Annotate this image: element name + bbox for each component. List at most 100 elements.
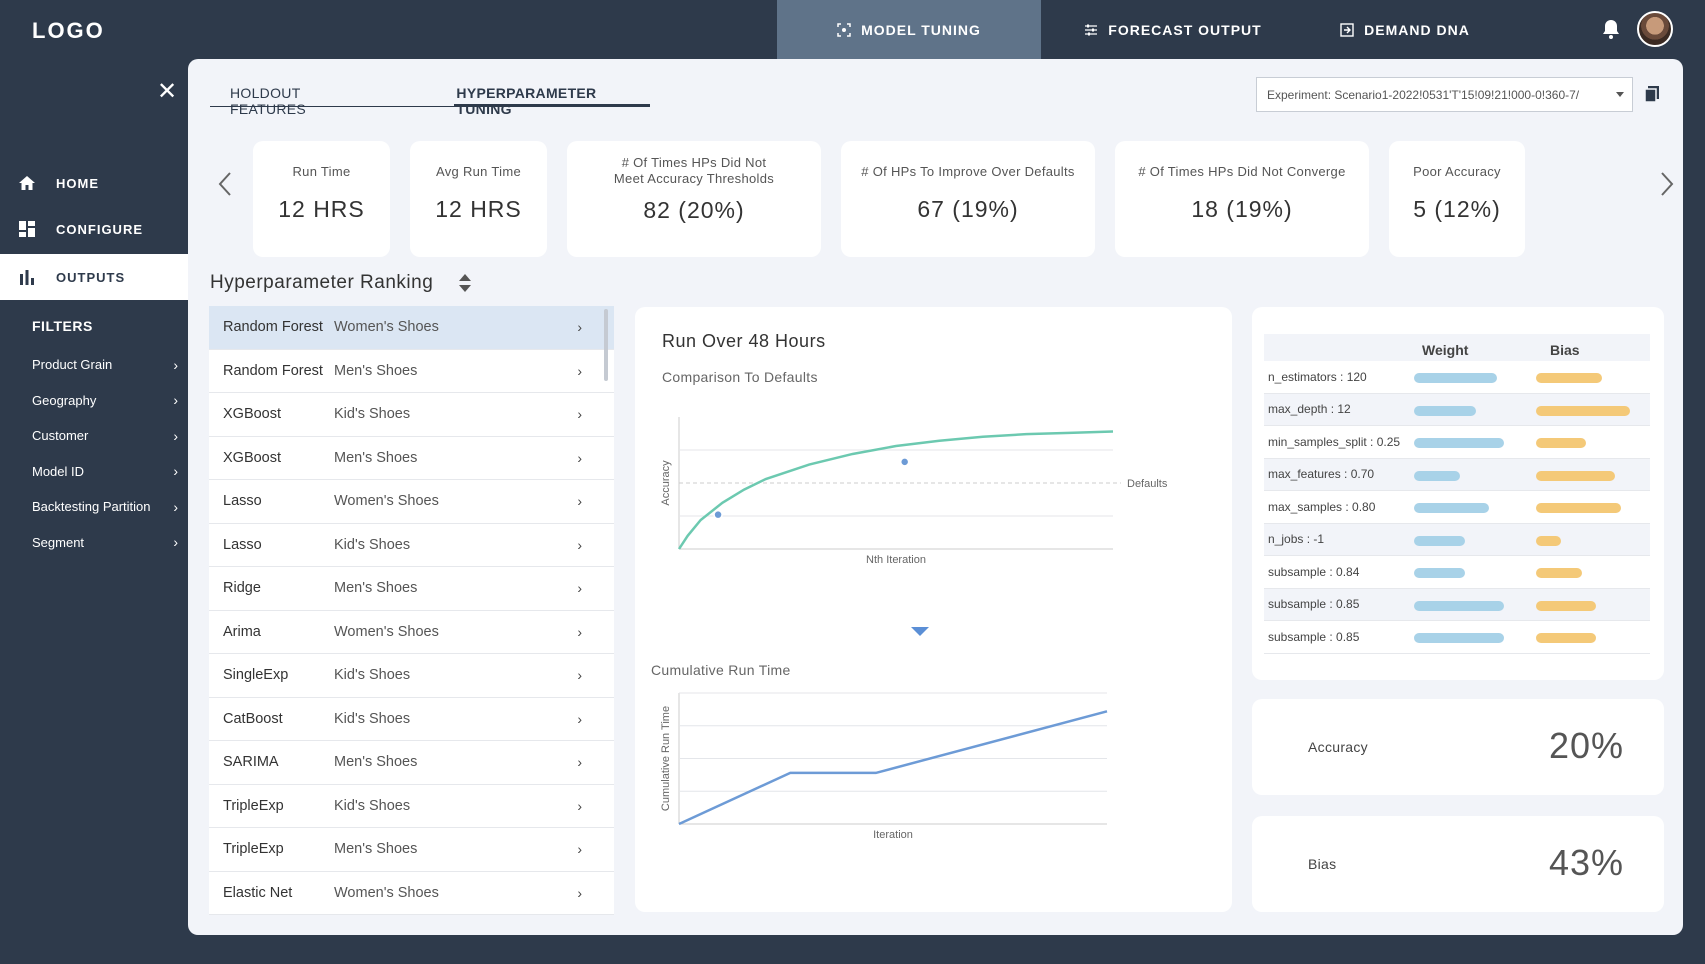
triangle-down-icon[interactable] [911, 627, 929, 636]
filters-list: Product Grain › Geography › Customer › Mode… [32, 347, 178, 560]
param-label: min_samples_split : 0.25 [1268, 434, 1401, 449]
chevron-right-icon[interactable] [1660, 171, 1674, 197]
filter-segment[interactable]: Segment › [32, 534, 178, 551]
chevron-right-icon: › [577, 580, 582, 597]
weight-bar [1414, 503, 1489, 513]
chevron-right-icon: › [577, 362, 582, 379]
accuracy-chart: Defaults Nth Iteration Accuracy [660, 417, 1168, 566]
table-row: n_estimators : 120 [1264, 361, 1650, 394]
filter-customer[interactable]: Customer › [32, 427, 178, 444]
segment-name: Kid's Shoes [334, 667, 411, 684]
param-label: n_estimators : 120 [1268, 369, 1367, 384]
avatar[interactable] [1637, 11, 1673, 47]
chevron-right-icon: › [577, 406, 582, 423]
bias-bar [1536, 600, 1596, 611]
chevron-right-icon: › [173, 356, 178, 373]
chevron-right-icon: › [577, 667, 582, 684]
chevron-right-icon: › [577, 536, 582, 553]
model-name: Random Forest [223, 362, 323, 379]
chevron-right-icon: › [577, 319, 582, 336]
model-name: Lasso [223, 493, 262, 510]
table-row: subsample : 0.84 [1264, 556, 1650, 589]
table-row[interactable]: SARIMA Men's Shoes › [209, 741, 614, 785]
chevron-left-icon[interactable] [218, 171, 232, 197]
x-axis-label: Iteration [873, 829, 913, 841]
sliders-icon [1085, 24, 1098, 35]
sidebar-item-configure[interactable]: CONFIGURE [0, 206, 188, 252]
table-row[interactable]: Lasso Women's Shoes › [209, 480, 614, 524]
chevron-right-icon: › [577, 493, 582, 510]
table-row[interactable]: XGBoost Men's Shoes › [209, 436, 614, 480]
bell-icon[interactable] [1600, 18, 1622, 40]
table-row[interactable]: CatBoost Kid's Shoes › [209, 697, 614, 741]
bias-header: Bias [1550, 342, 1580, 358]
filter-model-id[interactable]: Model ID › [32, 463, 178, 480]
kpi-run-time: Run Time 12 HRS [253, 141, 390, 257]
sidebar-item-label: CONFIGURE [56, 221, 143, 237]
metric-label: Accuracy [1308, 739, 1368, 755]
kpi-poor-accuracy: Poor Accuracy 5 (12%) [1389, 141, 1525, 257]
table-row[interactable]: SingleExp Kid's Shoes › [209, 654, 614, 698]
table-row[interactable]: Arima Women's Shoes › [209, 610, 614, 654]
logo: LOGO [32, 18, 105, 43]
exit-icon [1340, 22, 1354, 37]
tab-demand-dna[interactable]: DEMAND DNA [1305, 0, 1505, 59]
metric-value: 20% [1548, 725, 1624, 766]
chevron-right-icon: › [577, 884, 582, 901]
model-name: XGBoost [223, 406, 282, 423]
filter-geography[interactable]: Geography › [32, 392, 178, 409]
sidebar-item-label: OUTPUTS [56, 269, 126, 285]
weight-bar [1414, 405, 1476, 416]
kpi-label: Poor Accuracy [1413, 164, 1501, 179]
kpi-value: 67 (19%) [917, 196, 1019, 222]
sidebar-item-outputs[interactable]: OUTPUTS [0, 254, 188, 300]
model-name: TripleExp [223, 841, 284, 858]
tab-model-tuning[interactable]: MODEL TUNING [777, 0, 1041, 59]
kpi-label: # Of Times HPs Did Not Meet Accuracy Thr… [613, 155, 775, 186]
ranking-title: Hyperparameter Ranking [210, 272, 434, 293]
tab-forecast-output[interactable]: FORECAST OUTPUT [1041, 0, 1305, 59]
copy-icon[interactable] [1645, 86, 1659, 102]
table-row[interactable]: Ridge Men's Shoes › [209, 567, 614, 611]
model-name: TripleExp [223, 797, 284, 814]
scrollbar[interactable] [604, 309, 608, 381]
table-row: subsample : 0.85 [1264, 621, 1650, 654]
filter-product-grain[interactable]: Product Grain › [32, 356, 178, 373]
weight-bar [1414, 633, 1504, 643]
segment-name: Kid's Shoes [334, 710, 411, 727]
chevron-right-icon: › [577, 754, 582, 771]
chevron-right-icon: › [173, 498, 178, 515]
accuracy-metric-card: Accuracy 20% [1252, 699, 1664, 795]
table-row[interactable]: Random Forest Women's Shoes › [209, 306, 614, 350]
table-row[interactable]: Lasso Kid's Shoes › [209, 523, 614, 567]
sort-icon[interactable] [458, 273, 472, 293]
metric-label: Bias [1308, 856, 1337, 872]
filter-backtesting-partition[interactable]: Backtesting Partition › [32, 498, 178, 515]
bias-bar [1536, 373, 1602, 383]
segment-name: Women's Shoes [334, 493, 439, 510]
table-row[interactable]: TripleExp Men's Shoes › [209, 828, 614, 872]
weight-bar [1414, 600, 1504, 611]
chevron-right-icon: › [173, 392, 178, 409]
tab-hyperparameter-tuning[interactable]: HYPERPARAMETER TUNING [454, 85, 650, 117]
sidebar-item-home[interactable]: HOME [0, 160, 188, 206]
close-icon[interactable]: ✕ [157, 78, 178, 105]
table-row[interactable]: TripleExp Kid's Shoes › [209, 784, 614, 828]
table-row[interactable]: Random Forest Men's Shoes › [209, 349, 614, 393]
segment-name: Men's Shoes [334, 841, 418, 858]
kpi-accuracy-thresholds: # Of Times HPs Did Not Meet Accuracy Thr… [567, 141, 821, 257]
experiment-select[interactable]: Experiment: Scenario1-2022!0531'T'15!09!… [1256, 77, 1633, 112]
top-nav: MODEL TUNING FORECAST OUTPUT DEMAND DNA [777, 0, 1505, 59]
weight-header: Weight [1422, 342, 1469, 358]
weight-bar [1414, 568, 1465, 578]
grid-icon [19, 221, 35, 237]
table-row[interactable]: XGBoost Kid's Shoes › [209, 393, 614, 437]
series-line [678, 710, 1108, 826]
side-nav: HOME CONFIGURE OUTPUTS [0, 160, 188, 300]
tab-holdout-features[interactable]: HOLDOUT FEATURES [230, 85, 307, 117]
y-axis-label: Cumulative Run Time [660, 706, 672, 811]
caret-down-icon [1616, 92, 1624, 97]
bar-chart-icon [20, 270, 34, 285]
chevron-right-icon: › [173, 427, 178, 444]
table-row[interactable]: Elastic Net Women's Shoes › [209, 871, 614, 915]
